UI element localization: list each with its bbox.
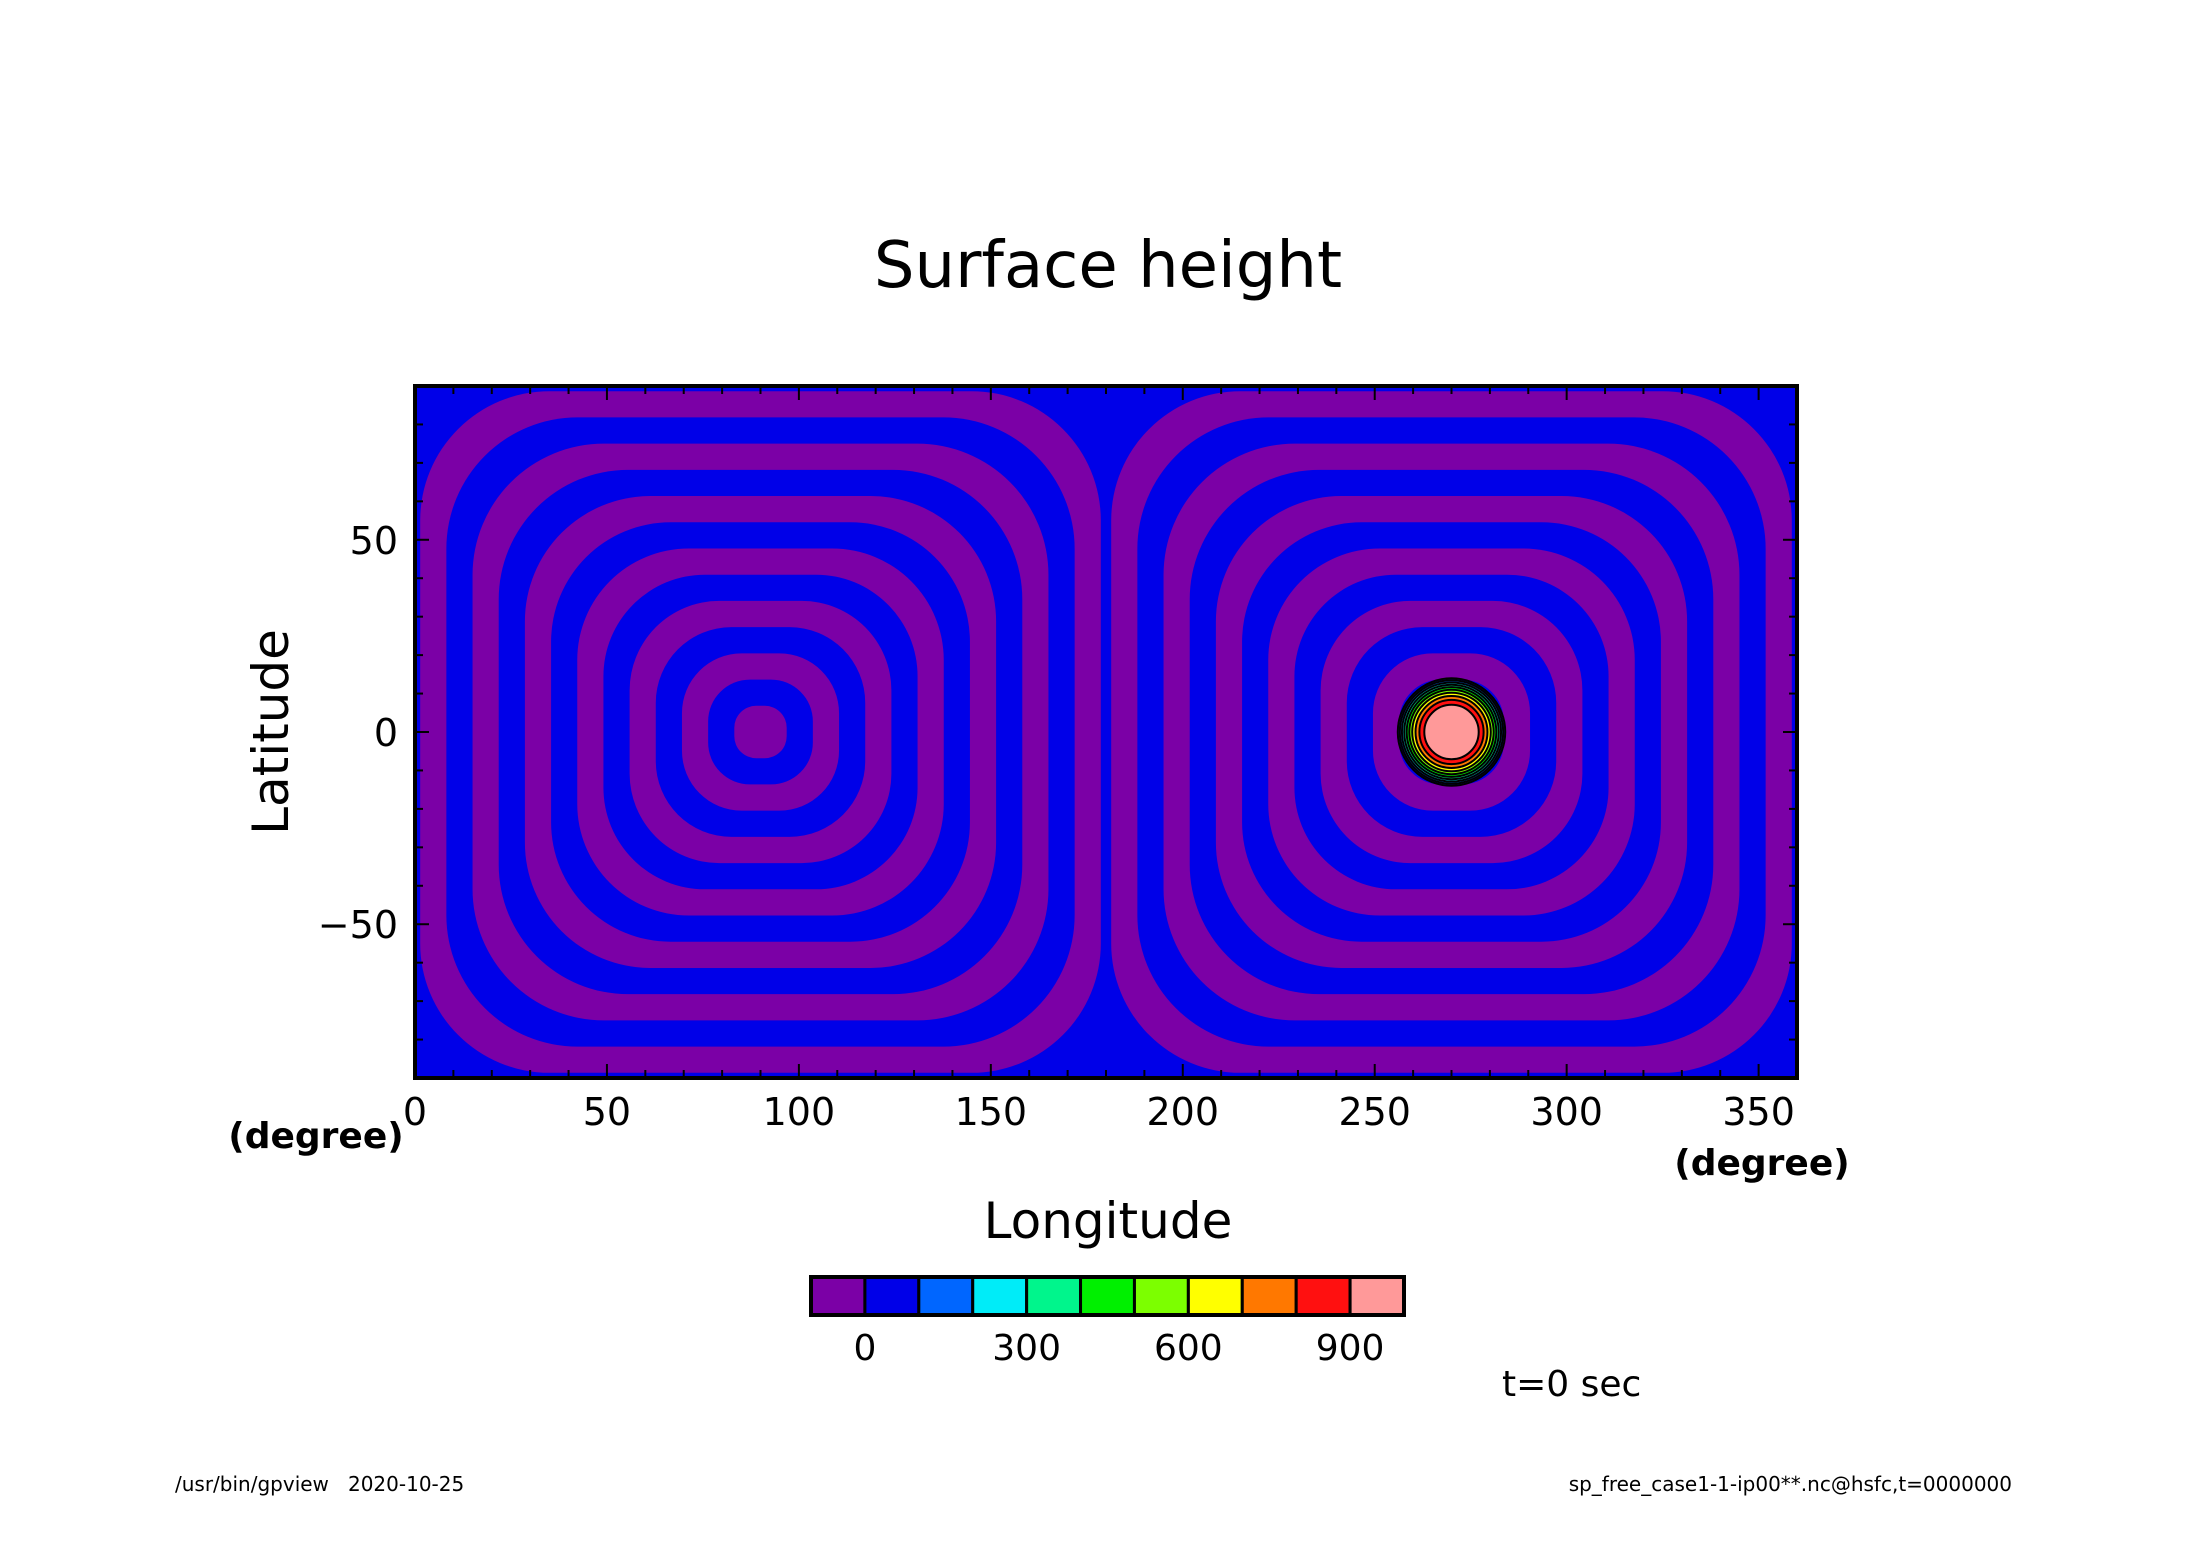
peak-contour-band bbox=[1423, 703, 1480, 761]
y-tick-label: 0 bbox=[374, 711, 398, 755]
colorbar-frame bbox=[809, 1275, 1406, 1317]
colorbar: 0 300 600 900 bbox=[809, 1275, 1406, 1369]
colorbar-tick-label: 600 bbox=[1154, 1328, 1223, 1369]
colorbar-swatch bbox=[863, 1275, 921, 1317]
colorbar-swatch bbox=[1132, 1275, 1190, 1317]
x-tick-label: 100 bbox=[763, 1090, 836, 1134]
x-tick-label: 150 bbox=[955, 1090, 1028, 1134]
contour-rings-west bbox=[420, 391, 1101, 1073]
x-tick-label: 0 bbox=[403, 1090, 427, 1134]
contour-ring bbox=[734, 705, 787, 759]
footer-right: sp_free_case1-1-ip00**.nc@hsfc,t=0000000 bbox=[1569, 1472, 2012, 1496]
x-tick-label: 250 bbox=[1338, 1090, 1411, 1134]
x-axis-ticks: 0 50 100 150 200 250 300 350 bbox=[403, 386, 1798, 1134]
height-peak bbox=[1396, 677, 1507, 787]
x-tick-label: 50 bbox=[583, 1090, 631, 1134]
x-tick-label: 200 bbox=[1147, 1090, 1220, 1134]
colorbar-tick-label: 0 bbox=[853, 1328, 876, 1369]
colorbar-swatch bbox=[1186, 1275, 1244, 1317]
x-unit-right: (degree) bbox=[1674, 1143, 1849, 1184]
x-axis-label: Longitude bbox=[984, 1192, 1233, 1250]
colorbar-swatch bbox=[1294, 1275, 1352, 1317]
footer-left: /usr/bin/gpview 2020-10-25 bbox=[175, 1472, 464, 1496]
colorbar-swatch bbox=[1348, 1275, 1406, 1317]
x-unit-left: (degree) bbox=[228, 1116, 403, 1157]
x-tick-label: 300 bbox=[1530, 1090, 1603, 1134]
plot-area bbox=[415, 386, 1797, 1078]
colorbar-tick-label: 300 bbox=[992, 1328, 1061, 1369]
x-tick-label: 350 bbox=[1722, 1090, 1795, 1134]
chart-title: Surface height bbox=[874, 229, 1342, 303]
colorbar-swatch bbox=[1025, 1275, 1083, 1317]
y-tick-label: 50 bbox=[350, 519, 398, 563]
y-axis-ticks: 50 0 −50 bbox=[318, 385, 1797, 1079]
colorbar-swatch bbox=[1240, 1275, 1298, 1317]
y-axis-label: Latitude bbox=[242, 629, 300, 835]
colorbar-swatch bbox=[809, 1275, 867, 1317]
colorbar-swatch bbox=[917, 1275, 975, 1317]
colorbar-swatch bbox=[971, 1275, 1029, 1317]
colorbar-swatch bbox=[1079, 1275, 1136, 1317]
colorbar-tick-label: 900 bbox=[1316, 1328, 1385, 1369]
y-tick-label: −50 bbox=[318, 903, 398, 947]
time-label: t=0 sec bbox=[1502, 1364, 1641, 1405]
